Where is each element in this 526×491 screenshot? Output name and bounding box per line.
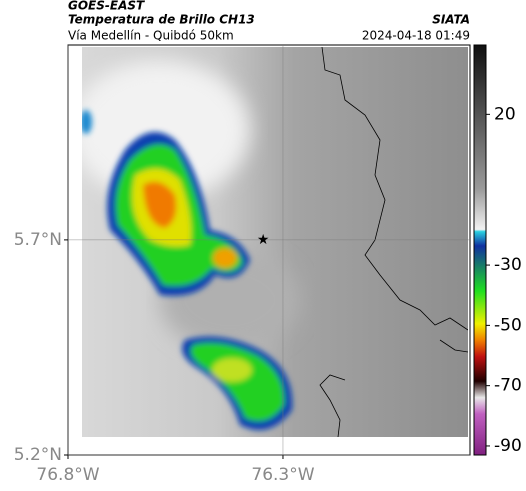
- colorbar-tick-label: -30: [494, 255, 522, 275]
- y-tick-label: 5.2°N: [14, 445, 62, 465]
- x-tick-label: 76.8°W: [36, 465, 99, 485]
- source: SIATA: [432, 13, 470, 27]
- subtitle: Temperatura de Brillo CH13: [68, 13, 255, 27]
- region: Vía Medellín - Quibdó 50km: [68, 29, 234, 43]
- colorbar-tick-label: -50: [494, 315, 522, 335]
- colorbar-tick-label: -90: [494, 436, 522, 456]
- timestamp: 2024-04-18 01:49: [362, 29, 470, 43]
- x-tick-label: 76.3°W: [251, 465, 314, 485]
- y-tick-label: 5.7°N: [14, 230, 62, 250]
- colorbar: [473, 44, 487, 456]
- colorbar-tick-label: 20: [494, 104, 516, 124]
- title: GOES-EAST: [68, 0, 145, 13]
- satellite-image: [82, 47, 468, 437]
- location-marker: ★: [257, 232, 270, 248]
- colorbar-tick-label: -70: [494, 376, 522, 396]
